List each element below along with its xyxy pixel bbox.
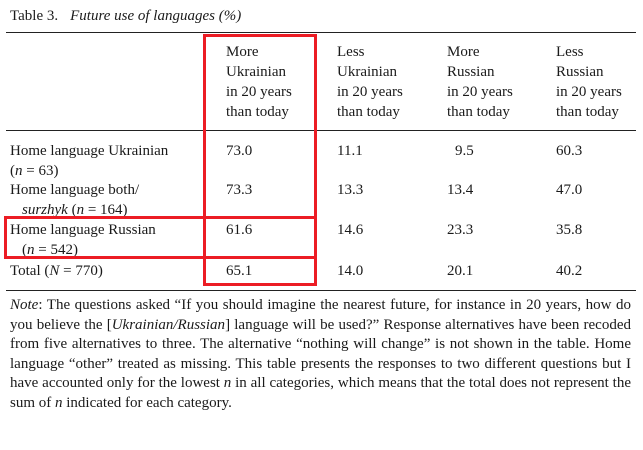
table-cell: 40.2: [556, 263, 583, 279]
table-cell: 20.1: [447, 263, 474, 279]
bottom-rule: [6, 290, 636, 291]
highlight-box-column: [203, 34, 317, 286]
label-part: = 770): [59, 263, 103, 279]
column-header-more-russian: More Russian in 20 years than today: [447, 42, 513, 122]
row-label-total: Total (N = 770): [10, 261, 103, 281]
note-text: indicated for each category.: [62, 394, 232, 411]
label-part: = 542): [34, 242, 78, 258]
note-text: ] language will be used?” Response alter…: [10, 316, 631, 392]
row-label-home-russian: Home language Russian (n = 542): [10, 220, 156, 260]
header-line: in 20 years: [337, 84, 403, 100]
row-label-line: (n = 63): [10, 161, 168, 181]
table-note: Note: The questions asked “If you should…: [10, 296, 631, 413]
header-line: than today: [337, 104, 400, 120]
header-line: More: [226, 44, 259, 60]
label-part: (: [67, 202, 77, 218]
row-label-home-both: Home language both/ surzhyk (n = 164): [10, 180, 139, 220]
note-text: : The questions asked “If you should ima…: [10, 297, 631, 333]
column-header-more-ukrainian: More Ukrainian in 20 years than today: [226, 42, 292, 122]
label-part: (: [10, 163, 15, 179]
table-cell: 14.0: [337, 263, 364, 279]
row-label-line: Home language both/: [10, 182, 140, 198]
row-label-line: (n = 542): [10, 240, 156, 260]
table-cell: 47.0: [556, 182, 583, 198]
header-line: in 20 years: [556, 84, 622, 100]
table-cell: 65.1: [226, 263, 253, 279]
note-text: in all categories, which means that the …: [10, 375, 631, 411]
column-header-less-russian: Less Russian in 20 years than today: [556, 42, 622, 122]
table-number: Table 3.: [10, 8, 59, 24]
note-lead: Note: [10, 297, 39, 313]
label-part: = 63): [22, 163, 59, 179]
header-line: Ukrainian: [226, 64, 286, 80]
label-part: n: [27, 242, 35, 258]
table-cell: 60.3: [556, 143, 583, 159]
label-part: n: [76, 202, 85, 218]
header-line: Russian: [447, 64, 495, 80]
row-label-line: Home language Russian: [10, 222, 156, 238]
header-line: Ukrainian: [337, 64, 397, 80]
note-text: Ukrainian/Russian: [111, 316, 226, 333]
table-cell: 14.6: [337, 222, 364, 238]
header-line: Less: [337, 44, 365, 60]
row-label-line: Home language Ukrainian: [10, 143, 169, 159]
table-cell: 13.4: [447, 182, 474, 198]
header-line: in 20 years: [226, 84, 292, 100]
label-part: (: [22, 242, 27, 258]
table-cell: 35.8: [556, 222, 583, 238]
note-text: n: [223, 375, 232, 391]
header-line: than today: [447, 104, 510, 120]
table-cell: 61.6: [226, 222, 253, 238]
row-label-home-ukrainian: Home language Ukrainian (n = 63): [10, 141, 168, 181]
header-line: than today: [556, 104, 619, 120]
table-cell: 73.0: [226, 143, 253, 159]
table-caption: Table 3. Future use of languages (%): [10, 8, 241, 25]
header-line: Less: [556, 44, 584, 60]
header-line: in 20 years: [447, 84, 513, 100]
highlight-box-row: [4, 216, 317, 259]
table-title: Future use of languages (%): [70, 8, 242, 24]
table-cell: 13.3: [337, 182, 364, 198]
label-part: n: [15, 163, 23, 179]
header-line: Russian: [556, 64, 604, 80]
note-text: n: [55, 394, 63, 411]
column-header-less-ukrainian: Less Ukrainian in 20 years than today: [337, 42, 403, 122]
header-line: More: [447, 44, 480, 60]
label-part: surzhyk: [22, 202, 68, 218]
table-cell: 9.5: [455, 143, 474, 159]
label-part: = 164): [84, 202, 128, 218]
label-part: Total (: [10, 263, 50, 279]
header-rule: [6, 130, 636, 131]
top-rule: [6, 32, 636, 33]
table-cell: 11.1: [337, 143, 363, 159]
table-cell: 73.3: [226, 182, 253, 198]
label-part: N: [49, 263, 60, 279]
table-cell: 23.3: [447, 222, 474, 238]
row-label-line: surzhyk (n = 164): [10, 200, 139, 220]
header-line: than today: [226, 104, 289, 120]
